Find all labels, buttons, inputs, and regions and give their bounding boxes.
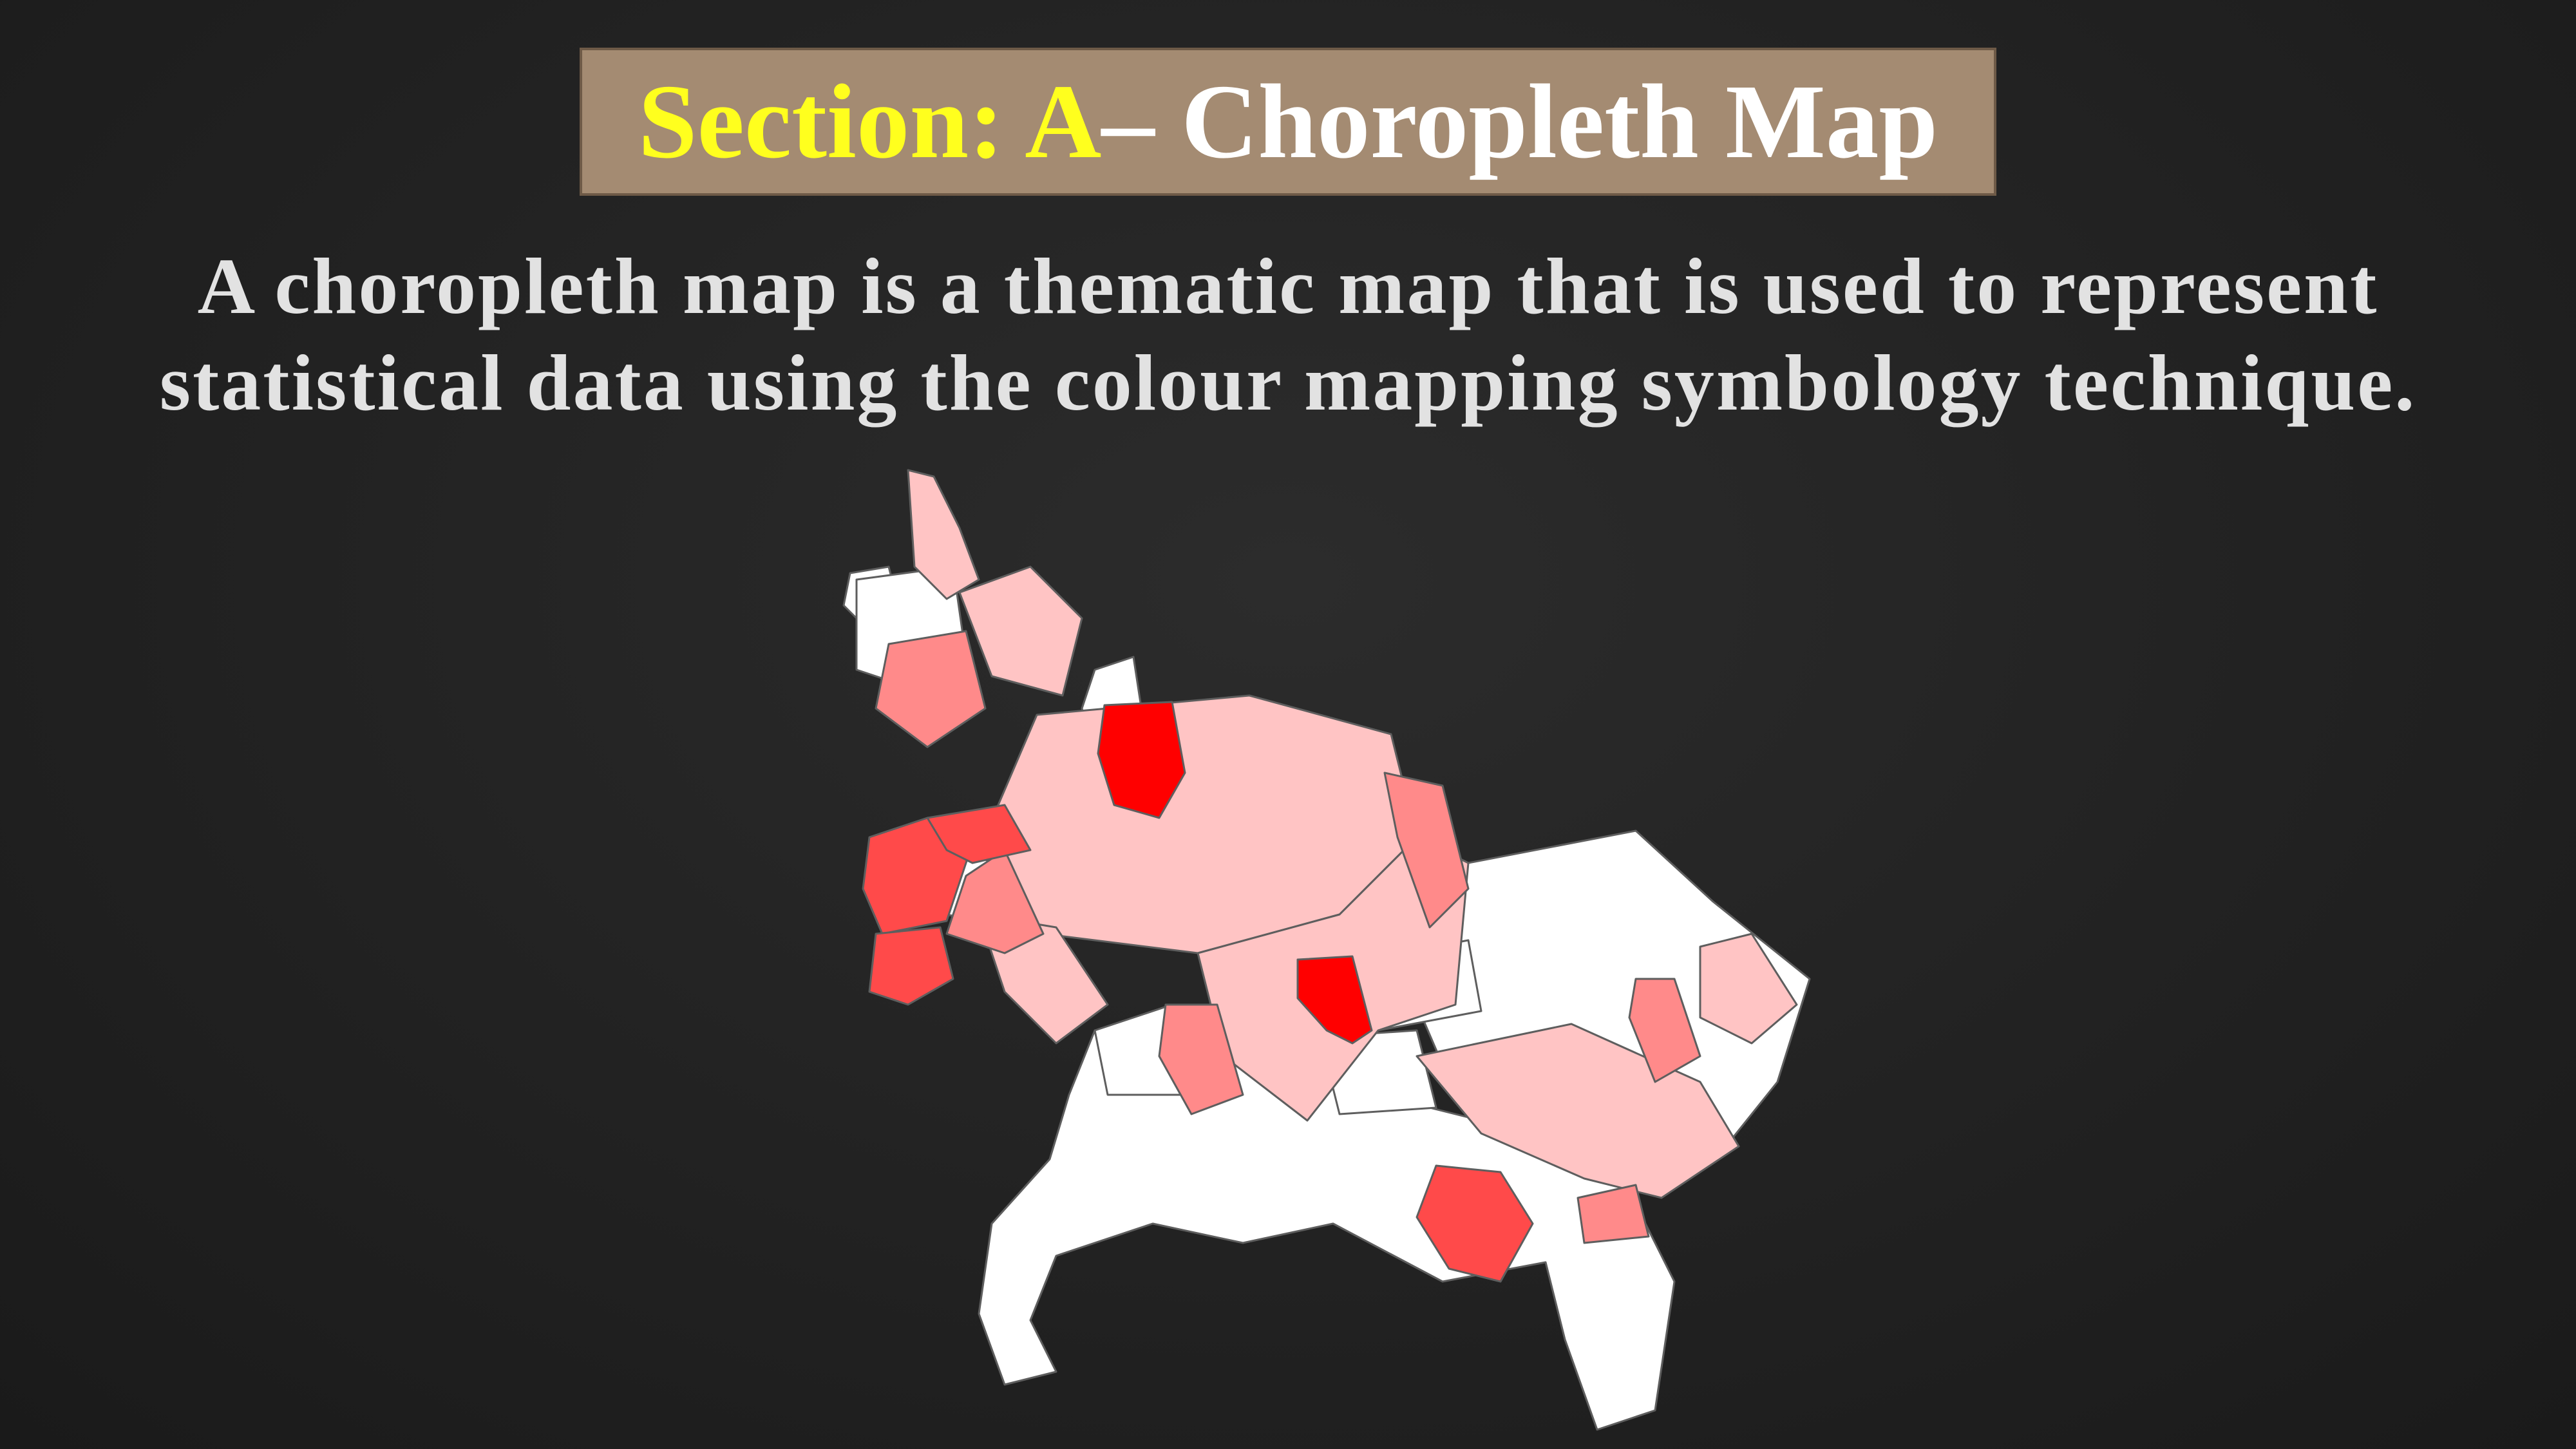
map-region-east-edge	[1699, 933, 1798, 1045]
map-region-southwest-strong	[868, 926, 954, 1006]
definition-text: A choropleth map is a thematic map that …	[159, 242, 2417, 427]
map-region-north-upper	[958, 565, 1083, 697]
map-region-south-central	[1158, 1003, 1244, 1115]
map-region-north-highest	[1097, 701, 1186, 819]
map-region-south-strong	[1416, 1164, 1534, 1283]
map-region-northeast-strip	[1383, 772, 1470, 929]
section-label: Section: A	[638, 62, 1102, 180]
map-region-north-hill	[907, 469, 980, 600]
map-region-west-central	[945, 849, 1045, 954]
section-title: Section: A – Choropleth Map	[580, 48, 1996, 196]
map-region-east-mid	[1628, 978, 1701, 1083]
map-region-west-2-strong	[926, 804, 1032, 864]
map-region-east-small	[1577, 1184, 1650, 1244]
title-text: – Choropleth Map	[1101, 62, 1938, 180]
map-region-central-highest	[1296, 955, 1373, 1045]
map-region-northwest	[875, 630, 987, 748]
